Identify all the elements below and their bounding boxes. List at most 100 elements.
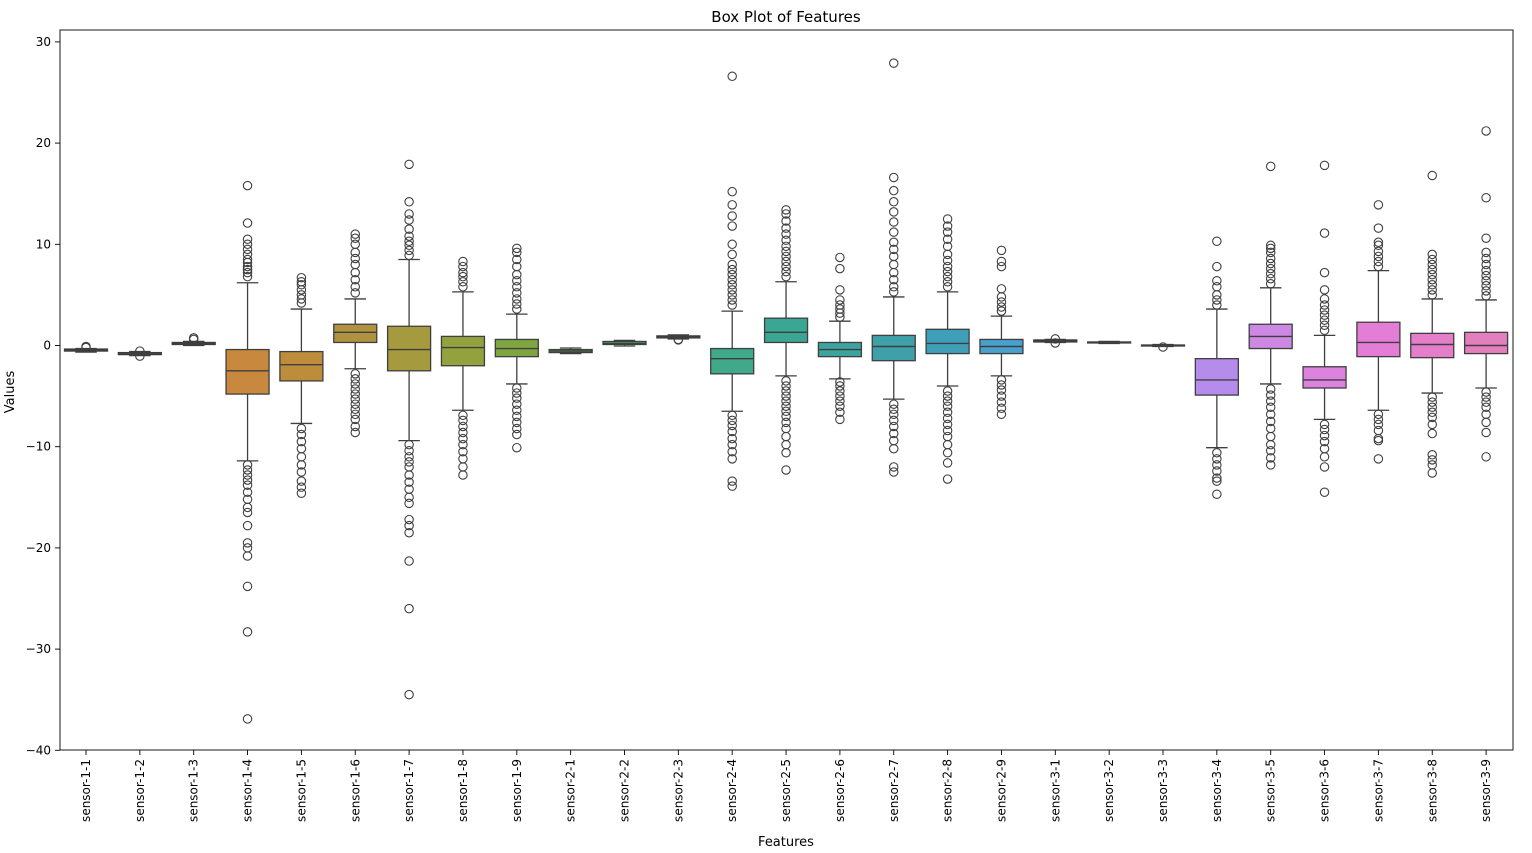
y-tick-label: −40 <box>26 743 51 757</box>
outlier-point <box>404 462 414 472</box>
outlier-point <box>350 282 360 292</box>
outlier-point <box>1212 290 1222 300</box>
x-tick-label: sensor-3-5 <box>1264 759 1278 822</box>
outlier-point <box>404 224 414 234</box>
outlier-point <box>350 374 360 384</box>
outlier-point <box>781 216 791 226</box>
outlier-point <box>727 211 737 221</box>
box-sensor-3-9 <box>1463 331 1509 355</box>
x-tick-label: sensor-1-5 <box>294 759 308 822</box>
outlier-point <box>888 428 899 439</box>
outlier-point <box>1427 254 1438 265</box>
outlier-point <box>1319 310 1330 320</box>
outlier-point <box>727 415 737 426</box>
x-axis-label: Features <box>758 835 814 850</box>
outlier-point <box>512 282 522 292</box>
outlier-point <box>835 304 845 314</box>
outlier-point <box>296 290 307 300</box>
outlier-point <box>1212 466 1222 476</box>
outlier-point <box>835 396 845 406</box>
outlier-point <box>404 457 414 467</box>
outlier-point <box>835 386 845 396</box>
outlier-point <box>942 448 953 458</box>
outlier-point <box>350 288 360 298</box>
outlier-point <box>888 237 899 248</box>
box-sensor-1-7 <box>386 325 432 372</box>
outlier-point <box>404 240 414 251</box>
outlier-point <box>942 234 953 244</box>
outlier-point <box>1481 192 1491 203</box>
outlier-point <box>888 185 899 196</box>
outlier-point <box>1481 265 1491 276</box>
outlier-point <box>1212 473 1222 483</box>
outlier-point <box>1427 170 1438 181</box>
outlier-point <box>1050 338 1061 348</box>
box-sensor-2-5 <box>763 317 809 344</box>
outlier-point <box>1481 452 1491 462</box>
outlier-point <box>458 470 468 480</box>
box-sensor-3-6 <box>1302 366 1347 389</box>
outlier-point <box>512 275 522 286</box>
outlier-point <box>1212 300 1222 310</box>
outlier-point <box>1265 384 1276 394</box>
outlier-point <box>350 409 360 420</box>
box-sensor-2-8 <box>925 328 970 355</box>
outlier-point <box>1427 274 1438 285</box>
outlier-point <box>942 458 953 468</box>
outlier-point <box>1373 256 1384 267</box>
outlier-point <box>1265 273 1276 284</box>
outlier-point <box>1265 279 1276 289</box>
outlier-point <box>888 415 899 426</box>
y-tick-label: 30 <box>36 35 51 49</box>
outlier-point <box>296 285 307 295</box>
outlier-point <box>1212 460 1222 470</box>
outlier-point <box>242 244 253 255</box>
outlier-point <box>727 264 737 275</box>
outlier-point <box>1427 249 1438 260</box>
outlier-point <box>835 377 845 387</box>
outlier-point <box>996 397 1007 407</box>
y-tick-label: 0 <box>43 339 51 353</box>
outlier-point <box>458 433 468 444</box>
y-tick-label: −10 <box>26 440 51 454</box>
x-tick-label: sensor-3-2 <box>1102 759 1116 822</box>
outlier-point <box>781 235 791 246</box>
x-tick-label: sensor-3-3 <box>1156 759 1170 822</box>
outlier-point <box>1265 240 1276 251</box>
outlier-point <box>404 498 414 509</box>
outlier-point <box>404 689 414 700</box>
outlier-point <box>512 299 522 309</box>
outlier-point <box>942 401 953 411</box>
outlier-point <box>781 246 791 257</box>
x-tick-label: sensor-2-9 <box>994 759 1008 822</box>
outlier-point <box>727 295 737 305</box>
box-sensor-1-5 <box>279 350 324 382</box>
outlier-point <box>888 462 899 472</box>
outlier-point <box>296 436 307 447</box>
outlier-point <box>242 218 253 228</box>
outlier-point <box>512 383 522 393</box>
outlier-point <box>296 423 307 434</box>
outlier-point <box>942 419 953 430</box>
outlier-point <box>512 442 522 453</box>
outlier-point <box>1427 468 1438 478</box>
outlier-point <box>242 261 253 272</box>
outlier-point <box>296 429 307 440</box>
outlier-point <box>1427 407 1438 418</box>
outlier-point <box>835 263 845 274</box>
box-sensor-1-4 <box>225 348 270 395</box>
box-sensor-3-8 <box>1410 332 1455 359</box>
outlier-point <box>942 266 953 277</box>
outlier-point <box>1481 397 1491 407</box>
y-tick-label: 10 <box>36 237 51 251</box>
outlier-point <box>188 333 199 343</box>
outlier-point <box>781 448 791 458</box>
outlier-point <box>1212 454 1222 464</box>
outlier-point <box>1481 427 1491 438</box>
outlier-point <box>727 439 737 450</box>
outlier-point <box>1212 261 1222 272</box>
outlier-point <box>1319 452 1330 462</box>
box-sensor-3-7 <box>1356 321 1401 358</box>
outlier-point <box>1427 259 1438 270</box>
outlier-point <box>1481 387 1491 397</box>
